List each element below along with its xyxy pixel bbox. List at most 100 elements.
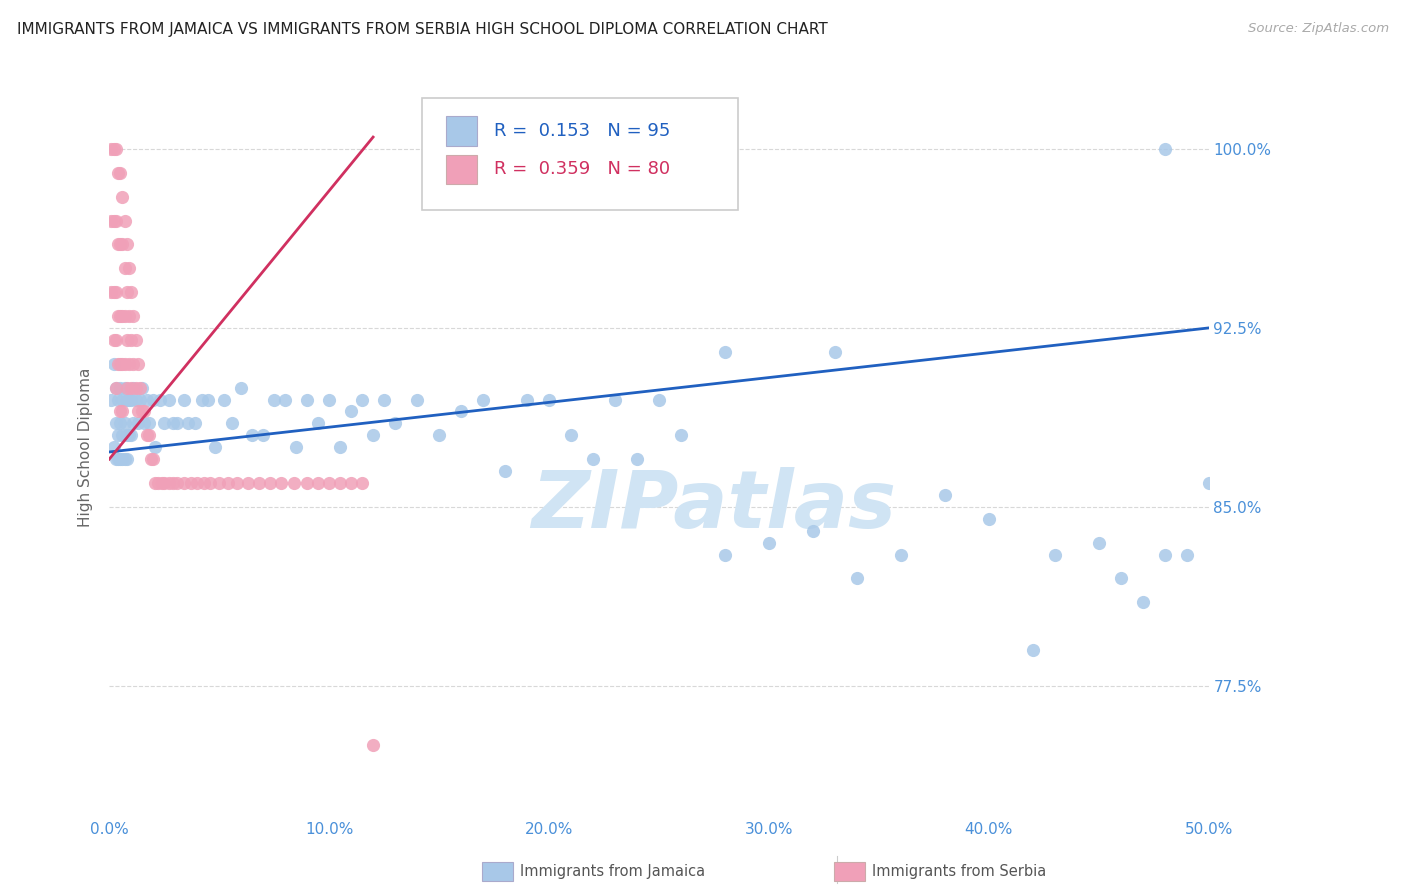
Point <box>295 392 318 407</box>
Text: ZIPatlas: ZIPatlas <box>531 467 897 545</box>
Point <box>714 548 737 562</box>
Point <box>122 381 145 395</box>
Point <box>263 392 285 407</box>
Point <box>127 357 149 371</box>
Point <box>186 475 208 490</box>
Point <box>149 392 172 407</box>
Text: IMMIGRANTS FROM JAMAICA VS IMMIGRANTS FROM SERBIA HIGH SCHOOL DIPLOMA CORRELATIO: IMMIGRANTS FROM JAMAICA VS IMMIGRANTS FR… <box>17 22 828 37</box>
Text: R =  0.153   N = 95: R = 0.153 N = 95 <box>494 122 669 140</box>
Point <box>225 475 247 490</box>
Point <box>270 475 292 490</box>
Point <box>801 524 824 538</box>
Point <box>247 475 270 490</box>
Point <box>252 428 274 442</box>
Point <box>118 261 141 276</box>
Point <box>115 392 138 407</box>
Point <box>190 392 212 407</box>
Point <box>200 475 222 490</box>
Point <box>977 512 1000 526</box>
Point <box>103 142 125 156</box>
Point <box>472 392 495 407</box>
Point <box>153 417 176 431</box>
Point <box>103 357 125 371</box>
Point <box>104 417 127 431</box>
Point <box>307 475 329 490</box>
Point <box>127 404 149 418</box>
Point <box>115 428 138 442</box>
Point <box>236 475 259 490</box>
Point <box>934 488 956 502</box>
Point <box>100 213 122 227</box>
Point <box>240 428 263 442</box>
Point <box>274 392 297 407</box>
Point <box>131 381 153 395</box>
Point <box>111 392 134 407</box>
Point <box>103 333 125 347</box>
Point <box>173 392 195 407</box>
Point <box>134 417 156 431</box>
Point <box>307 417 329 431</box>
Point <box>127 417 149 431</box>
Point <box>104 213 127 227</box>
Point <box>122 417 145 431</box>
Point <box>118 357 141 371</box>
Point <box>162 417 184 431</box>
Y-axis label: High School Diploma: High School Diploma <box>79 368 93 527</box>
Point <box>184 417 207 431</box>
Point <box>107 452 129 467</box>
Point <box>114 309 136 323</box>
Point <box>107 392 129 407</box>
Point <box>124 381 146 395</box>
Point <box>120 285 142 300</box>
Point <box>212 392 235 407</box>
Point <box>110 166 132 180</box>
Point <box>114 417 136 431</box>
Point <box>100 392 122 407</box>
Point <box>114 452 136 467</box>
Point <box>115 285 138 300</box>
Point <box>104 452 127 467</box>
Point <box>177 417 200 431</box>
Point <box>111 452 134 467</box>
Point <box>204 440 226 454</box>
Point <box>135 392 157 407</box>
Point <box>1022 643 1045 657</box>
Point <box>145 475 167 490</box>
Point <box>1153 548 1175 562</box>
Point <box>361 739 384 753</box>
Point <box>494 464 516 478</box>
Point <box>173 475 195 490</box>
Point <box>120 392 142 407</box>
Point <box>285 440 308 454</box>
Point <box>516 392 538 407</box>
Point <box>145 440 167 454</box>
Point <box>208 475 231 490</box>
Point <box>110 309 132 323</box>
Point <box>111 357 134 371</box>
Point <box>124 392 146 407</box>
Point <box>107 237 129 252</box>
Point <box>193 475 215 490</box>
Point <box>361 428 384 442</box>
Text: Immigrants from Jamaica: Immigrants from Jamaica <box>520 864 706 879</box>
Point <box>104 142 127 156</box>
Point <box>450 404 472 418</box>
Point <box>1109 571 1132 585</box>
Point <box>103 213 125 227</box>
Point <box>118 392 141 407</box>
Point <box>111 237 134 252</box>
Point <box>110 381 132 395</box>
Point <box>150 475 173 490</box>
Point <box>166 475 188 490</box>
Point <box>104 285 127 300</box>
Point <box>107 428 129 442</box>
Point <box>295 475 318 490</box>
Point <box>1198 475 1220 490</box>
Point <box>714 344 737 359</box>
Point <box>114 213 136 227</box>
Point <box>1043 548 1066 562</box>
Point <box>104 381 127 395</box>
Point <box>537 392 560 407</box>
Point <box>142 392 165 407</box>
Point <box>384 417 406 431</box>
